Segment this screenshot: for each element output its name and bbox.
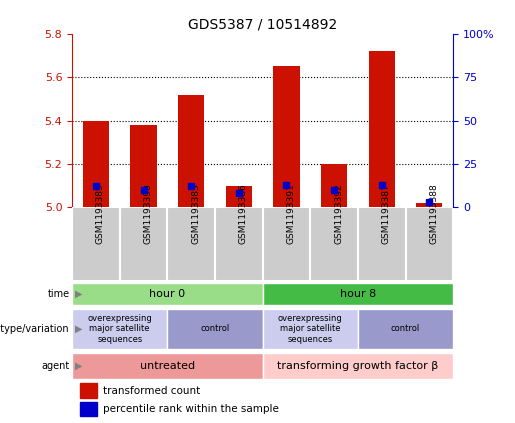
Text: ▶: ▶ [75,324,82,334]
Text: percentile rank within the sample: percentile rank within the sample [102,404,279,414]
Bar [263,283,453,305]
Bar [80,383,97,398]
Bar [83,121,109,207]
Text: ▶: ▶ [75,361,82,371]
Text: GSM1193392: GSM1193392 [334,183,343,244]
Bar [310,207,358,281]
Bar [321,164,347,207]
Bar [130,125,157,207]
Title: GDS5387 / 10514892: GDS5387 / 10514892 [188,17,337,31]
Text: GSM1193388: GSM1193388 [430,183,438,244]
Text: control: control [391,324,420,333]
Bar [263,207,310,281]
Text: time: time [47,289,70,299]
Text: genotype/variation: genotype/variation [0,324,70,334]
Text: untreated: untreated [140,361,195,371]
Text: GSM1193385: GSM1193385 [191,183,200,244]
Bar [72,283,263,305]
Text: GSM1193386: GSM1193386 [239,183,248,244]
Text: GSM1193389: GSM1193389 [96,183,105,244]
Bar [119,207,167,281]
Text: overexpressing
major satellite
sequences: overexpressing major satellite sequences [278,314,342,344]
Bar [215,207,263,281]
Text: transforming growth factor β: transforming growth factor β [277,361,439,371]
Bar [358,207,405,281]
Bar [263,309,358,349]
Bar [72,309,167,349]
Text: hour 8: hour 8 [340,289,376,299]
Bar [405,207,453,281]
Bar [273,66,300,207]
Text: agent: agent [41,361,70,371]
Text: GSM1193390: GSM1193390 [144,183,152,244]
Text: GSM1193391: GSM1193391 [286,183,296,244]
Bar [369,51,395,207]
Bar [358,309,453,349]
Bar [72,353,263,379]
Text: ▶: ▶ [75,289,82,299]
Bar [226,186,252,207]
Bar [72,207,119,281]
Bar [167,309,263,349]
Text: control: control [200,324,230,333]
Text: GSM1193387: GSM1193387 [382,183,391,244]
Text: hour 0: hour 0 [149,289,185,299]
Text: overexpressing
major satellite
sequences: overexpressing major satellite sequences [88,314,152,344]
Bar [416,203,442,207]
Text: transformed count: transformed count [102,386,200,396]
Bar [167,207,215,281]
Bar [263,353,453,379]
Bar [178,95,204,207]
Bar [80,402,97,417]
